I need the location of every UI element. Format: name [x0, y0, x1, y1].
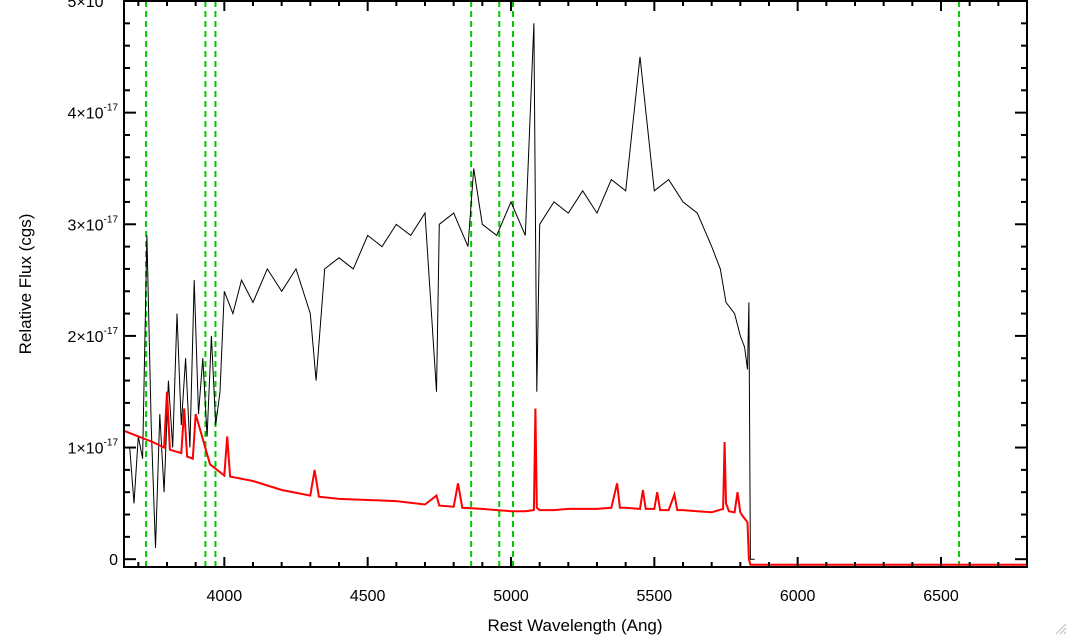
y-tick-label: 0	[109, 552, 118, 569]
series-line-1	[123, 391, 1027, 566]
y-tick-label: 1×10-17	[68, 438, 119, 458]
y-tick-label: 4×10-17	[68, 103, 119, 123]
vertical-markers	[145, 1, 961, 567]
resize-grip-icon[interactable]	[1055, 623, 1067, 635]
axes	[123, 0, 1028, 568]
x-tick-label: 6000	[780, 588, 816, 605]
y-tick-label: 5×10-17	[68, 0, 119, 11]
series-layer	[123, 23, 1027, 566]
x-ticks: 4000 4500 5000 5500 6000 6500	[137, 1, 1028, 605]
x-tick-label: 4500	[350, 588, 386, 605]
x-tick-label: 6500	[923, 588, 959, 605]
y-tick-label: 2×10-17	[68, 326, 119, 346]
x-axis-label: Rest Wavelength (Ang)	[487, 616, 662, 635]
y-axis-label: Relative Flux (cgs)	[16, 214, 35, 355]
plot-frame	[123, 0, 1028, 568]
y-tick-label: 3×10-17	[68, 214, 119, 234]
series-line-0	[129, 23, 755, 560]
y-ticks: 0 1×10-17 2×10-17 3×10-17 4×10-17 5×10-17	[68, 0, 1027, 569]
x-tick-label: 5000	[493, 588, 529, 605]
x-tick-label: 4000	[207, 588, 243, 605]
x-tick-label: 5500	[637, 588, 673, 605]
